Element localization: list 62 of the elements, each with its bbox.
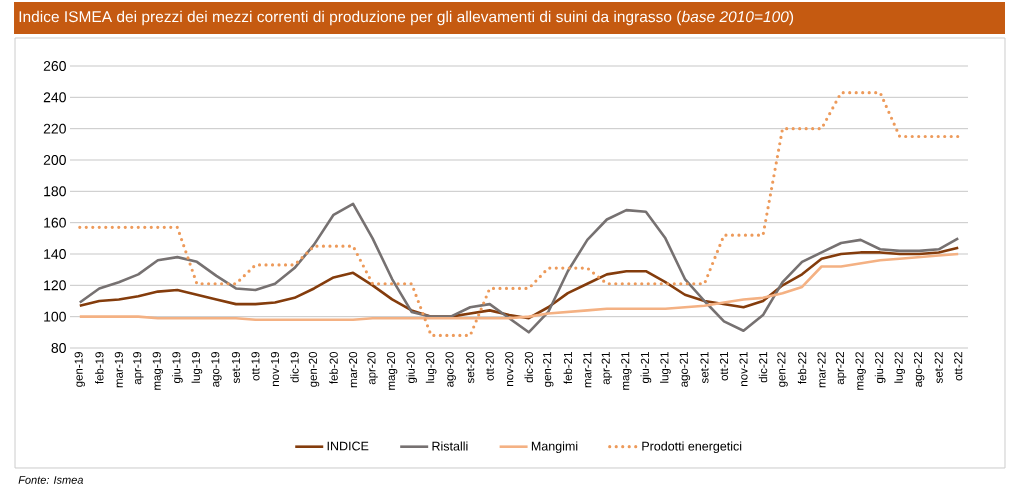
y-tick-label: 180 <box>44 186 66 197</box>
x-tick-label: set-22 <box>934 352 943 384</box>
x-tick-label: feb-19 <box>95 352 104 384</box>
x-tick-label: ott-21 <box>719 352 729 381</box>
x-tick-label: mar-21 <box>583 352 592 388</box>
y-tick-label: 220 <box>43 123 66 134</box>
x-tick-label: set-21 <box>700 352 709 384</box>
chart-title: Indice ISMEA dei prezzi dei mezzi correnti di produzione per gli allevamenti di suini da ingrasso (base 2010=100) <box>19 10 794 26</box>
x-tick-label: lug-21 <box>660 352 671 383</box>
x-tick-label: feb-21 <box>563 352 573 384</box>
y-tick-label: 80 <box>51 343 66 353</box>
x-tick-label: apr-19 <box>133 352 144 385</box>
x-tick-label: set-19 <box>231 352 241 384</box>
y-tick-label: 240 <box>43 92 66 103</box>
x-tick-label: lug-22 <box>894 352 906 383</box>
x-tick-label: dic-19 <box>290 352 299 383</box>
x-tick-label: ago-19 <box>211 352 222 387</box>
x-tick-label: ott-19 <box>251 352 260 381</box>
y-tick-label: 200 <box>43 155 66 165</box>
x-tick-label: feb-22 <box>797 352 807 384</box>
x-tick-label: gen-20 <box>308 351 320 387</box>
x-tick-label: apr-21 <box>601 352 613 385</box>
x-tick-label: nov-19 <box>270 352 280 386</box>
x-tick-label: dic-21 <box>758 352 768 383</box>
x-tick-label: ott-20 <box>485 351 494 381</box>
x-tick-label: apr-20 <box>367 351 378 385</box>
x-tick-label: mar-20 <box>349 351 358 388</box>
x-tick-label: ago-20 <box>445 351 456 387</box>
legend-label: Mangimi <box>531 441 578 454</box>
x-tick-label: lug-20 <box>425 351 437 383</box>
legend-label: Ristalli <box>432 441 468 451</box>
x-tick-label: gen-21 <box>543 352 554 387</box>
x-tick-label: giu-19 <box>172 352 183 383</box>
x-tick-label: giu-22 <box>874 352 886 383</box>
y-tick-label: 100 <box>44 311 66 322</box>
x-tick-label: giu-20 <box>406 351 417 383</box>
legend-label: INDICE <box>327 441 369 451</box>
x-tick-label: mag-19 <box>152 352 164 390</box>
x-tick-label: feb-20 <box>329 351 338 384</box>
x-tick-label: mag-20 <box>386 351 398 390</box>
source-note: Fonte: Ismea <box>18 476 84 484</box>
legend-label: Prodotti energetici <box>642 441 742 454</box>
x-tick-label: nov-21 <box>739 352 748 386</box>
x-tick-label: ago-21 <box>679 352 691 387</box>
x-tick-label: nov-20 <box>505 351 514 386</box>
x-tick-label: mag-21 <box>621 352 632 390</box>
x-tick-label: ott-22 <box>954 352 963 381</box>
x-tick-label: mar-19 <box>114 352 123 388</box>
x-tick-label: ago-22 <box>913 352 925 387</box>
x-tick-label: set-20 <box>466 351 475 384</box>
x-tick-label: giu-21 <box>640 352 652 383</box>
x-tick-label: gen-22 <box>777 352 788 387</box>
y-tick-label: 160 <box>44 217 66 228</box>
y-tick-label: 140 <box>44 249 66 259</box>
y-tick-label: 260 <box>43 61 66 71</box>
x-tick-label: mag-22 <box>855 352 866 390</box>
x-tick-label: apr-22 <box>835 352 847 385</box>
x-tick-label: lug-19 <box>191 352 203 383</box>
x-tick-label: dic-20 <box>524 351 533 383</box>
y-tick-label: 120 <box>44 280 66 291</box>
x-tick-label: gen-19 <box>74 352 85 387</box>
x-tick-label: mar-22 <box>817 352 826 388</box>
